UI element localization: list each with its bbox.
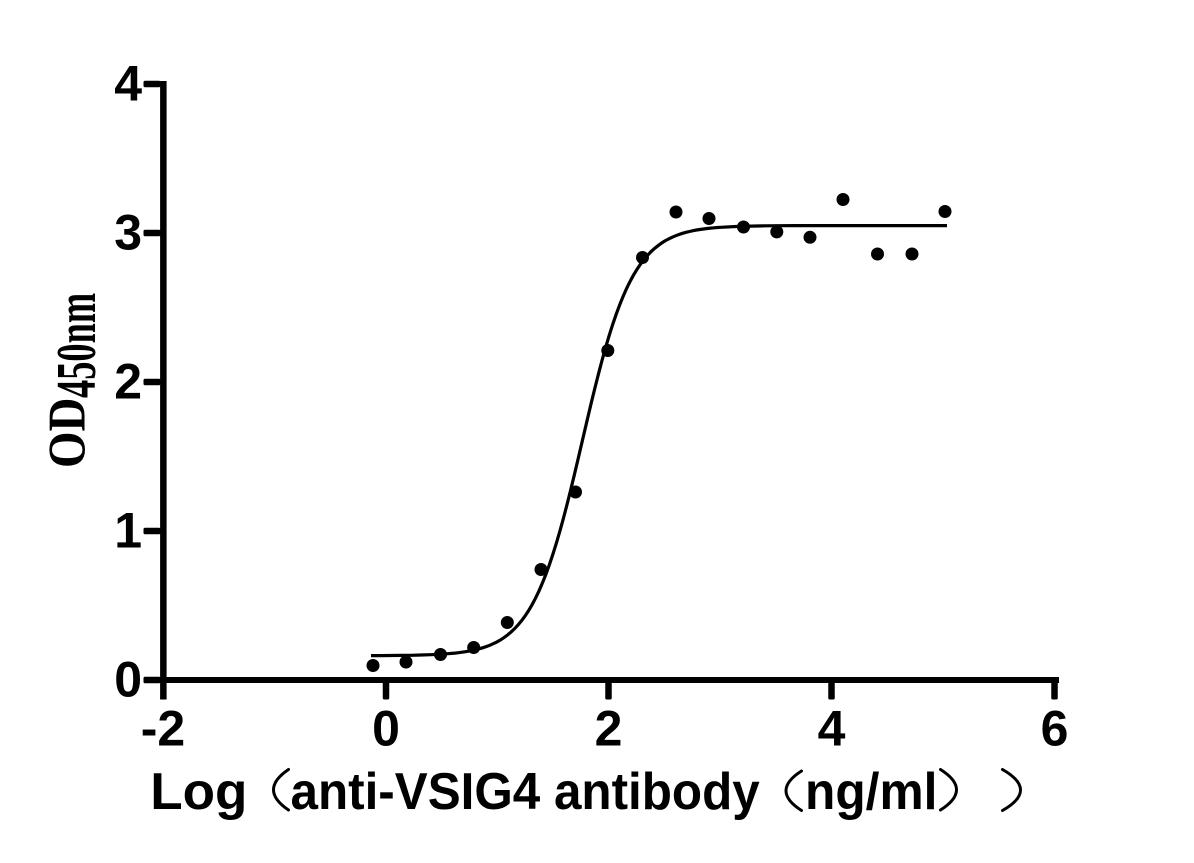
- svg-text:0: 0: [114, 652, 142, 708]
- svg-text:ng/ml: ng/ml: [805, 762, 937, 820]
- svg-text:2: 2: [595, 701, 623, 757]
- svg-text:450nm: 450nm: [46, 293, 108, 398]
- svg-text:4: 4: [818, 701, 846, 757]
- svg-text:-2: -2: [141, 701, 185, 757]
- svg-text:3: 3: [114, 205, 142, 261]
- svg-text:4: 4: [114, 56, 142, 112]
- svg-text:anti-VSIG4 antibody: anti-VSIG4 antibody: [291, 762, 760, 820]
- svg-text:0: 0: [372, 701, 400, 757]
- svg-text:2: 2: [114, 354, 142, 410]
- svg-text:OD: OD: [37, 398, 96, 468]
- svg-text:6: 6: [1041, 701, 1069, 757]
- svg-text:1: 1: [114, 503, 142, 559]
- svg-text:Log: Log: [150, 762, 247, 820]
